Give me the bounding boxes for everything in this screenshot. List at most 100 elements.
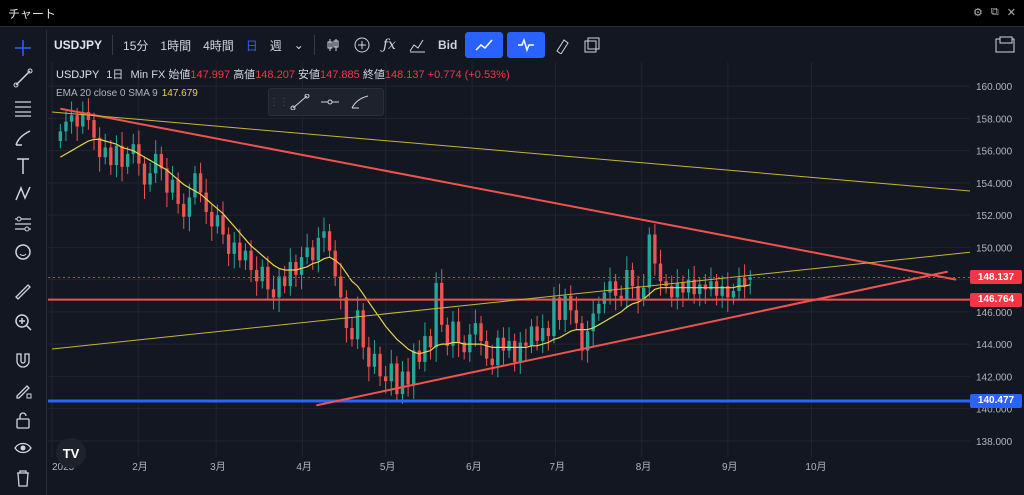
pen-icon[interactable] [345, 94, 375, 110]
lock-drawing-icon[interactable] [11, 378, 35, 402]
candle [608, 281, 612, 293]
popout-icon[interactable]: ⧉ [990, 6, 999, 18]
close-icon[interactable]: ✕ [1006, 7, 1016, 19]
interval-4h[interactable]: 4時間 [203, 38, 234, 53]
candle [412, 350, 416, 385]
bid-toggle[interactable]: Bid [437, 38, 458, 52]
eye-icon[interactable] [11, 436, 35, 460]
candle-style-icon[interactable] [319, 32, 347, 58]
candle [518, 342, 522, 362]
x-tick-label: 3月 [210, 461, 226, 472]
candle [339, 276, 343, 298]
horizontal-lines-icon[interactable] [11, 96, 35, 120]
candle [372, 353, 377, 367]
templates-icon[interactable] [402, 32, 432, 58]
drag-handle-icon[interactable]: ⋮⋮ [269, 96, 289, 108]
candle [456, 321, 461, 343]
candle [563, 295, 567, 320]
candle [647, 234, 651, 288]
candle [64, 121, 68, 132]
candle [389, 363, 393, 382]
candle [114, 145, 119, 166]
candle [501, 337, 506, 351]
ema-indicator-legend[interactable]: EMA 20 close 0 SMA 9 147.679 [56, 88, 198, 99]
drawing-toolbar [0, 30, 47, 495]
settings-icon[interactable]: ⚙ [973, 7, 983, 19]
indicators-icon[interactable]: ƒx [382, 37, 396, 53]
layout-icon[interactable] [577, 32, 607, 58]
interval-day[interactable]: 日 [245, 38, 258, 53]
ruler-icon[interactable] [11, 280, 35, 304]
candle [120, 145, 124, 167]
pattern-tool-icon[interactable] [11, 182, 35, 206]
candle [383, 376, 388, 382]
compare-add-icon[interactable] [347, 32, 377, 58]
candle [395, 363, 399, 395]
ema-settings-text: EMA 20 close 0 SMA 9 [56, 88, 158, 99]
candle [277, 276, 281, 298]
interval-15m[interactable]: 15分 [123, 38, 149, 53]
candle [355, 310, 360, 340]
y-tick-label: 138.000 [976, 437, 1013, 448]
legend-low: 147.885 [320, 69, 360, 81]
trendline-tool-icon[interactable] [11, 66, 35, 90]
candle [305, 247, 309, 258]
candle [316, 237, 321, 261]
candle [311, 247, 315, 261]
y-tick-label: 158.000 [976, 114, 1013, 125]
y-tick-label: 160.000 [976, 82, 1013, 93]
brush-icon[interactable] [11, 126, 35, 150]
screenshot-layout-icon[interactable] [988, 32, 1022, 58]
line-chart-toggle-icon[interactable] [465, 32, 504, 58]
chart-toolbar: USDJPY 15分 1時間 4時間 日 週 ⌄ ƒx Bid [48, 30, 1024, 60]
candle [524, 342, 528, 346]
magnet-icon[interactable] [11, 348, 35, 372]
candle [221, 215, 225, 235]
interval-dropdown-icon[interactable]: ⌄ [293, 38, 304, 52]
candle [428, 336, 433, 348]
crosshair-icon[interactable] [11, 36, 35, 60]
price-chart[interactable]: 2025 2月 3月 4月 5月 6月 7月 8月 9月 10月 [48, 62, 970, 472]
prediction-tool-icon[interactable] [11, 212, 35, 236]
y-tick-label: 140.000 [976, 405, 1013, 416]
lock-icon[interactable] [11, 408, 35, 432]
legend-change: +0.774 (+0.53%) [427, 69, 510, 81]
pulse-toggle-icon[interactable] [507, 32, 546, 58]
candle [266, 266, 270, 290]
candle [709, 281, 713, 290]
candle [97, 137, 102, 158]
tradingview-logo[interactable]: TV [56, 438, 86, 468]
text-tool-icon[interactable] [11, 154, 35, 178]
candle [81, 111, 85, 127]
x-tick-label: 10月 [805, 461, 826, 472]
candle [193, 173, 197, 198]
symbol-selector[interactable]: USDJPY [54, 38, 103, 52]
candle [675, 282, 680, 298]
candle [552, 297, 556, 337]
candle [574, 310, 579, 324]
trendline [51, 111, 970, 192]
candle [664, 281, 668, 287]
candle [238, 242, 242, 261]
candle [440, 282, 444, 325]
interval-week[interactable]: 週 [269, 38, 282, 53]
interval-1h[interactable]: 1時間 [160, 38, 192, 53]
candle [283, 276, 287, 287]
price-axis[interactable]: 160.000 158.000 156.000 154.000 152.000 150.0… [970, 62, 1024, 472]
candle [423, 336, 427, 362]
candle [742, 278, 747, 287]
clear-drawings-icon[interactable] [547, 32, 577, 58]
candle [226, 234, 231, 254]
horizontal-ray-icon[interactable] [315, 94, 345, 110]
emoji-icon[interactable] [11, 240, 35, 264]
candle [613, 281, 618, 296]
y-tick-label: 142.000 [976, 372, 1013, 383]
window-title: チャート [8, 6, 56, 21]
trendline-icon[interactable] [285, 94, 315, 110]
trash-icon[interactable] [11, 466, 35, 490]
candle [75, 115, 79, 127]
candle [468, 334, 472, 353]
x-tick-label: 6月 [466, 461, 482, 472]
zoom-in-icon[interactable] [11, 310, 35, 334]
candle [434, 282, 438, 348]
